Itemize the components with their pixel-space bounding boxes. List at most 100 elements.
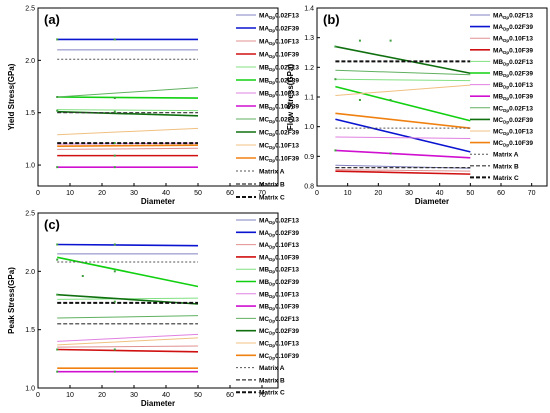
legend-label: MCDp0.10F13	[259, 341, 299, 349]
y-axis-label: Yield Stress(GPa)	[7, 63, 16, 130]
legend-label: MBDp0.10F13	[493, 82, 533, 90]
data-point	[113, 38, 116, 41]
y-tick-label: 2.0	[25, 58, 35, 65]
panel-label: (c)	[44, 217, 60, 232]
y-tick-label: 1.0	[25, 386, 35, 393]
y-tick-label: 1.3	[304, 35, 314, 42]
series-line	[335, 170, 471, 175]
y-tick-label: 1.4	[304, 6, 314, 13]
series-line	[57, 345, 199, 348]
series-line	[57, 110, 199, 117]
data-point	[56, 166, 59, 169]
legend-label: MCDp0.02F13	[259, 316, 299, 324]
legend-label: MCDp0.10F13	[493, 129, 533, 137]
legend-label: MBDp0.02F13	[493, 59, 533, 67]
legend-label: Matrix A	[259, 169, 285, 176]
data-point	[56, 109, 59, 112]
data-point	[358, 98, 361, 101]
data-point	[56, 348, 59, 351]
series-line	[57, 147, 199, 150]
legend-label: MBDp0.02F13	[259, 65, 299, 73]
plot-frame	[37, 7, 279, 187]
data-point	[113, 154, 116, 157]
legend-label: Matrix A	[493, 152, 519, 159]
x-tick-label: 40	[436, 190, 444, 197]
legend-label: MADp0.02F39	[259, 26, 299, 34]
y-tick-label: 1.5	[25, 327, 35, 334]
x-tick-label: 40	[162, 190, 170, 197]
data-point	[56, 243, 59, 246]
series-line	[57, 243, 199, 247]
legend-label: MADp0.02F13	[259, 13, 299, 21]
chart-panel: 0 10 20 30 40 50 60 70 1.0 1.5 2.0 2.5 Diameter Yield…	[7, 6, 299, 207]
data-point	[334, 45, 337, 48]
x-tick-label: 20	[98, 392, 106, 399]
series-line	[57, 87, 199, 98]
x-tick-label: 60	[226, 392, 234, 399]
legend-label: MCDp0.02F39	[493, 117, 533, 125]
series-line	[57, 96, 199, 99]
y-tick-label: 2.5	[25, 6, 35, 13]
data-point	[389, 152, 392, 155]
series-line	[57, 109, 199, 112]
y-tick-label: 1.5	[25, 110, 35, 117]
x-tick-label: 60	[226, 190, 234, 197]
legend-label: MBDp0.02F13	[259, 267, 299, 275]
data-point	[113, 97, 116, 100]
legend-label: MADp0.02F13	[259, 218, 299, 226]
x-tick-label: 70	[258, 392, 266, 399]
legend-label: MCDp0.10F39	[259, 353, 299, 361]
data-point	[113, 348, 116, 351]
x-tick-label: 50	[194, 190, 202, 197]
series-line	[335, 164, 471, 169]
y-tick-label: 1.2	[304, 65, 314, 72]
legend-label: MBDp0.10F13	[259, 91, 299, 99]
data-point	[56, 293, 59, 296]
x-tick-label: 10	[66, 392, 74, 399]
x-tick-label: 10	[66, 190, 74, 197]
legend-label: MBDp0.10F39	[259, 304, 299, 312]
y-tick-label: 2.0	[25, 269, 35, 276]
legend-label: Matrix C	[259, 195, 285, 202]
legend-label: MADp0.10F13	[493, 36, 533, 44]
legend-label: Matrix A	[259, 365, 285, 372]
data-point	[113, 243, 116, 246]
legend-label: MADp0.02F39	[259, 230, 299, 238]
data-point	[389, 39, 392, 42]
legend-label: MBDp0.02F39	[259, 279, 299, 287]
legend-label: MADp0.10F13	[259, 39, 299, 47]
y-axis-label: Peak Stress(GPa)	[7, 267, 16, 334]
legend-label: MADp0.10F39	[493, 47, 533, 55]
series-line	[335, 78, 471, 82]
x-tick-label: 30	[130, 392, 138, 399]
legend-label: MADp0.10F13	[259, 242, 299, 250]
legend-label: MADp0.02F13	[493, 13, 533, 21]
legend-label: MBDp0.02F39	[493, 71, 533, 79]
series-line	[335, 84, 471, 97]
y-tick-label: 1.0	[25, 163, 35, 170]
legend-label: MADp0.10F39	[259, 52, 299, 60]
series-line	[335, 85, 471, 122]
panel-label: (b)	[323, 12, 340, 27]
y-tick-label: 1.1	[304, 95, 314, 102]
x-tick-label: 0	[36, 392, 40, 399]
data-point	[113, 270, 116, 273]
panel-label: (a)	[44, 12, 60, 27]
x-tick-label: 70	[528, 190, 536, 197]
data-point	[113, 110, 116, 113]
chart-panel: 0 10 20 30 40 50 60 70 1.0 1.5 2.0 2.5 Diameter Peak …	[7, 211, 299, 409]
data-point	[113, 166, 116, 169]
legend-label: MCDp0.02F39	[259, 130, 299, 138]
y-tick-label: 0.9	[304, 154, 314, 161]
series-line	[57, 337, 199, 346]
data-point	[113, 370, 116, 373]
legend-label: MADp0.10F39	[259, 254, 299, 262]
series-line	[335, 45, 471, 75]
x-tick-label: 50	[466, 190, 474, 197]
series-line	[335, 118, 471, 153]
series-line	[335, 69, 471, 76]
x-tick-label: 0	[315, 190, 319, 197]
series-line	[335, 136, 471, 140]
x-tick-label: 60	[497, 190, 505, 197]
